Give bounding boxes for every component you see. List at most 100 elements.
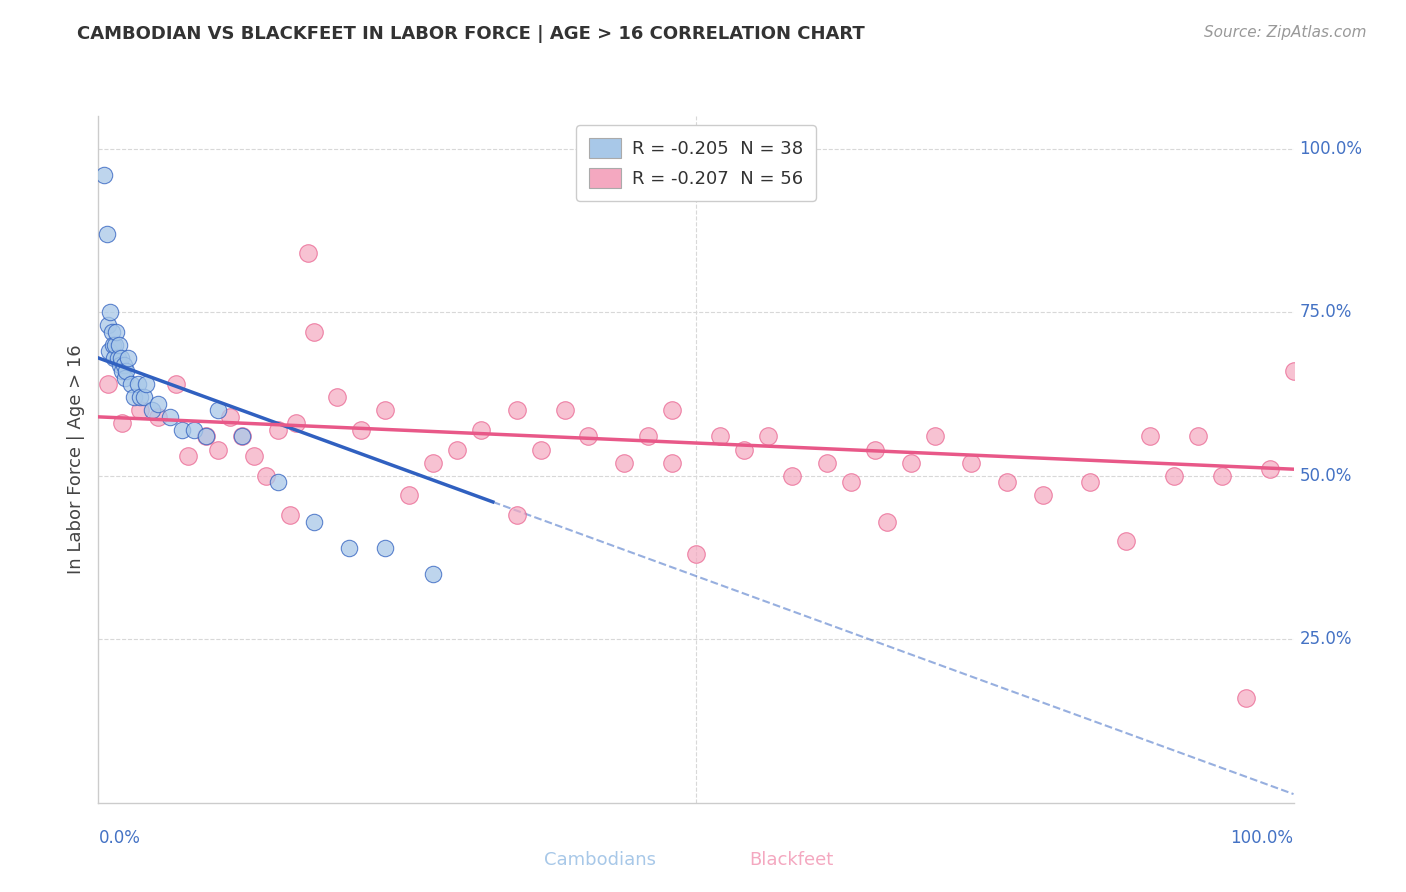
Point bbox=[297, 246, 319, 260]
Point bbox=[780, 468, 803, 483]
Point bbox=[243, 449, 266, 463]
Point bbox=[219, 409, 242, 424]
Point bbox=[661, 456, 683, 470]
Point bbox=[207, 442, 229, 457]
Point bbox=[924, 429, 946, 443]
Point bbox=[1211, 468, 1233, 483]
Point bbox=[141, 403, 163, 417]
Point bbox=[135, 377, 157, 392]
Point bbox=[114, 370, 136, 384]
Point bbox=[165, 377, 187, 392]
Text: 75.0%: 75.0% bbox=[1299, 303, 1353, 321]
Point bbox=[104, 338, 127, 352]
Point bbox=[900, 456, 922, 470]
Point bbox=[120, 377, 142, 392]
Y-axis label: In Labor Force | Age > 16: In Labor Force | Age > 16 bbox=[66, 344, 84, 574]
Point bbox=[159, 409, 181, 424]
Point bbox=[1282, 364, 1305, 378]
Point bbox=[446, 442, 468, 457]
Point bbox=[117, 351, 139, 365]
Point bbox=[103, 351, 125, 365]
Point bbox=[960, 456, 983, 470]
Point bbox=[1080, 475, 1102, 490]
Point bbox=[254, 468, 277, 483]
Point bbox=[756, 429, 779, 443]
Point bbox=[231, 429, 253, 443]
Point bbox=[278, 508, 301, 522]
Point bbox=[112, 358, 135, 372]
Point bbox=[195, 429, 218, 443]
Point bbox=[207, 403, 229, 417]
Point bbox=[110, 351, 132, 365]
Point bbox=[267, 423, 290, 437]
Point bbox=[350, 423, 373, 437]
Text: Source: ZipAtlas.com: Source: ZipAtlas.com bbox=[1204, 25, 1367, 40]
Point bbox=[374, 403, 396, 417]
Point bbox=[172, 423, 194, 437]
Point bbox=[661, 403, 683, 417]
Point bbox=[98, 305, 122, 319]
Text: 100.0%: 100.0% bbox=[1299, 140, 1362, 158]
Point bbox=[422, 566, 444, 581]
Text: 50.0%: 50.0% bbox=[1299, 467, 1353, 484]
Point bbox=[129, 403, 152, 417]
Point bbox=[1187, 429, 1209, 443]
Point bbox=[100, 325, 122, 339]
Point bbox=[97, 318, 120, 333]
Text: Cambodians: Cambodians bbox=[544, 851, 657, 869]
Point bbox=[108, 358, 131, 372]
Point bbox=[302, 325, 325, 339]
Point bbox=[1234, 691, 1257, 706]
Point bbox=[613, 456, 636, 470]
Point bbox=[1115, 534, 1137, 549]
Point bbox=[374, 541, 396, 555]
Point bbox=[148, 397, 170, 411]
Text: Blackfeet: Blackfeet bbox=[749, 851, 834, 869]
Point bbox=[195, 429, 218, 443]
Point bbox=[1258, 462, 1281, 476]
Point bbox=[107, 351, 129, 365]
Point bbox=[115, 364, 138, 378]
Point bbox=[98, 344, 121, 359]
Point bbox=[284, 417, 307, 431]
Point bbox=[111, 417, 134, 431]
Point bbox=[876, 515, 898, 529]
Point bbox=[326, 390, 349, 404]
Point bbox=[129, 390, 152, 404]
Point bbox=[177, 449, 200, 463]
Point bbox=[93, 168, 115, 182]
Point bbox=[530, 442, 553, 457]
Point bbox=[995, 475, 1018, 490]
Text: 25.0%: 25.0% bbox=[1299, 631, 1353, 648]
Point bbox=[267, 475, 290, 490]
Point bbox=[1163, 468, 1185, 483]
Point bbox=[105, 325, 128, 339]
Point bbox=[637, 429, 659, 443]
Point bbox=[685, 547, 707, 561]
Point bbox=[398, 488, 420, 502]
Text: CAMBODIAN VS BLACKFEET IN LABOR FORCE | AGE > 16 CORRELATION CHART: CAMBODIAN VS BLACKFEET IN LABOR FORCE | … bbox=[77, 25, 865, 43]
Point bbox=[506, 403, 529, 417]
Point bbox=[127, 377, 149, 392]
Point bbox=[124, 390, 146, 404]
Point bbox=[132, 390, 155, 404]
Point bbox=[506, 508, 529, 522]
Point bbox=[101, 338, 124, 352]
Point bbox=[815, 456, 838, 470]
Point bbox=[865, 442, 887, 457]
Point bbox=[97, 377, 120, 392]
Point bbox=[231, 429, 253, 443]
Point bbox=[841, 475, 863, 490]
Point bbox=[554, 403, 576, 417]
Point bbox=[422, 456, 444, 470]
Point bbox=[1032, 488, 1054, 502]
Text: 0.0%: 0.0% bbox=[98, 829, 141, 847]
Point bbox=[709, 429, 731, 443]
Point bbox=[302, 515, 325, 529]
Point bbox=[733, 442, 755, 457]
Point bbox=[107, 338, 129, 352]
Point bbox=[470, 423, 492, 437]
Point bbox=[183, 423, 205, 437]
Point bbox=[578, 429, 600, 443]
Point bbox=[111, 364, 134, 378]
